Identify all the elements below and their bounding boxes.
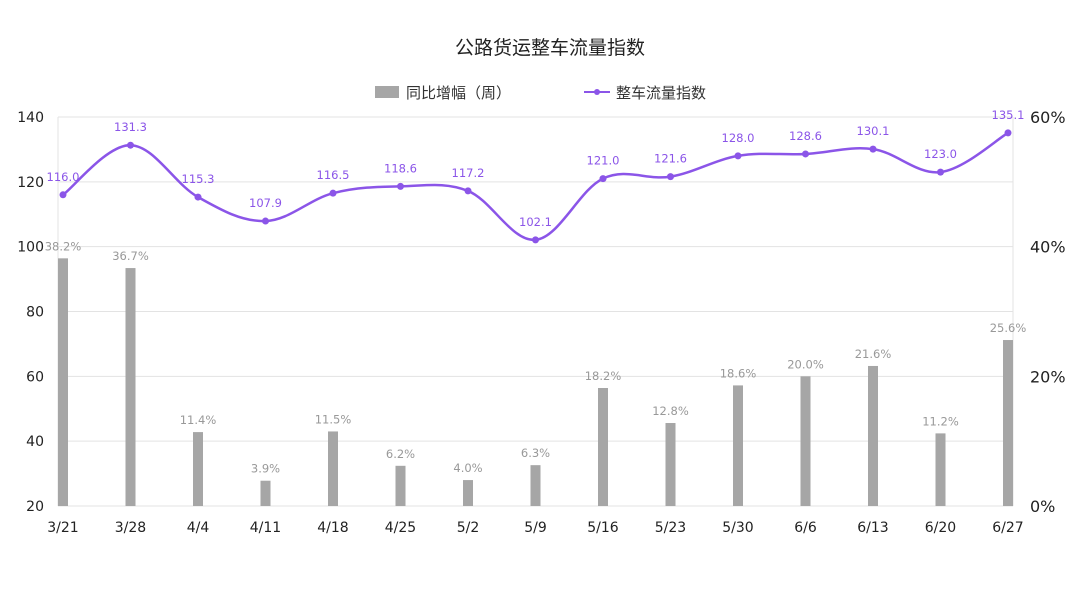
x-axis-tick-label: 5/2 [457, 520, 480, 536]
line-point [667, 173, 674, 181]
bar [868, 365, 878, 506]
line-point [329, 189, 337, 197]
right-axis-tick-label: 0% [1030, 497, 1055, 516]
right-axis-tick-label: 20% [1030, 367, 1066, 386]
bar-data-label: 6.2% [386, 447, 415, 461]
line-data-label: 117.2 [452, 166, 485, 180]
bar-data-label: 11.2% [922, 414, 959, 428]
bar [665, 423, 676, 506]
legend-bar-label[interactable]: 同比增幅（周） [406, 84, 511, 102]
bar [328, 431, 338, 506]
line-data-label: 131.3 [114, 120, 147, 134]
bar [800, 376, 811, 506]
left-axis-tick-label: 40 [26, 434, 44, 450]
line-point [464, 187, 472, 195]
left-axis-tick-label: 120 [17, 175, 44, 191]
bar-data-label: 18.6% [720, 366, 757, 380]
x-axis-tick-label: 4/4 [187, 520, 210, 536]
bar-data-label: 6.3% [521, 446, 550, 460]
line-point [1004, 129, 1012, 137]
line-data-label: 102.1 [519, 215, 552, 229]
left-axis-tick-label: 60 [26, 369, 44, 385]
x-axis-tick-label: 6/13 [857, 520, 888, 536]
bar-data-label: 12.8% [652, 404, 689, 418]
bar [395, 465, 406, 506]
x-axis-tick-label: 4/25 [385, 520, 416, 536]
line-data-label: 123.0 [924, 147, 957, 161]
x-axis-tick-label: 4/11 [250, 520, 281, 536]
line-point [532, 236, 539, 244]
left-axis-tick-label: 140 [17, 110, 44, 126]
x-axis-tick-label: 6/20 [925, 520, 956, 536]
line-data-label: 128.6 [789, 129, 822, 143]
line-data-label: 135.1 [992, 108, 1025, 122]
x-axis-tick-label: 6/27 [992, 520, 1023, 536]
line-point [802, 150, 809, 158]
legend-line-marker [594, 89, 600, 95]
bar-data-label: 20.0% [787, 357, 824, 371]
bar [598, 388, 608, 506]
bar-data-label: 18.2% [585, 369, 622, 383]
bar [260, 480, 271, 506]
line-data-label: 116.0 [47, 170, 80, 184]
bar [1003, 340, 1013, 506]
legend-line-label[interactable]: 整车流量指数 [616, 84, 706, 102]
bar [463, 480, 473, 506]
x-axis-tick-label: 4/18 [317, 520, 348, 536]
bar-data-label: 3.9% [251, 462, 280, 476]
x-axis-tick-label: 3/28 [115, 520, 146, 536]
line-point [194, 193, 202, 201]
x-axis-tick-label: 6/6 [794, 520, 817, 536]
right-axis-tick-label: 60% [1030, 108, 1066, 127]
bar [733, 385, 743, 506]
legend: 同比增幅（周） 整车流量指数 [375, 84, 706, 102]
bar-data-label: 25.6% [990, 321, 1027, 335]
x-axis-tick-label: 5/30 [722, 520, 753, 536]
line-point [734, 152, 742, 160]
line-point [599, 175, 607, 183]
line-data-label: 128.0 [722, 131, 755, 145]
x-axis-tick-label: 5/23 [655, 520, 686, 536]
line-data-label: 130.1 [857, 124, 890, 138]
bar-data-label: 36.7% [112, 249, 149, 263]
bar-data-label: 11.4% [180, 413, 217, 427]
line-data-label: 107.9 [249, 196, 282, 210]
line-data-label: 115.3 [182, 172, 215, 186]
x-axis-tick-label: 5/16 [587, 520, 619, 536]
bar-data-label: 21.6% [855, 347, 892, 361]
left-axis-tick-label: 80 [26, 305, 44, 321]
bar [58, 258, 68, 506]
line-point [262, 217, 269, 225]
line-point [397, 182, 404, 190]
line-data-label: 118.6 [384, 161, 417, 175]
bar-data-label: 4.0% [453, 461, 482, 475]
x-axis-tick-label: 3/21 [47, 520, 78, 536]
line-data-label: 116.5 [317, 168, 350, 182]
line-point [937, 168, 944, 176]
right-axis-tick-label: 40% [1030, 238, 1066, 257]
bar [530, 465, 541, 506]
bar [193, 432, 203, 506]
line-point [869, 145, 877, 153]
left-axis-tick-label: 100 [17, 240, 44, 256]
line-point [59, 191, 67, 199]
bar [125, 268, 136, 506]
line-point [127, 141, 134, 149]
bar-data-label: 11.5% [315, 412, 352, 426]
bar [935, 433, 946, 506]
x-axis-tick-label: 5/9 [524, 520, 547, 536]
line-data-label: 121.6 [654, 152, 687, 166]
chart-title: 公路货运整车流量指数 [455, 37, 645, 59]
left-axis-tick-label: 20 [26, 499, 44, 515]
legend-bar-swatch [375, 86, 399, 98]
bar-data-label: 38.2% [45, 239, 82, 253]
line-data-label: 121.0 [587, 154, 620, 168]
